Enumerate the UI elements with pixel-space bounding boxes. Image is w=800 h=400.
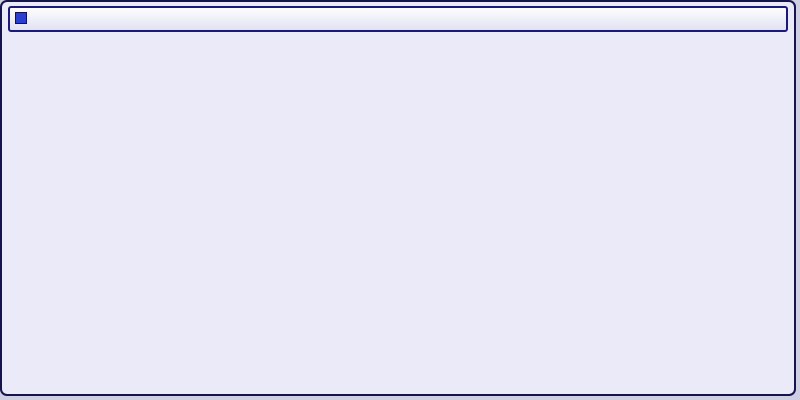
line-chart [10,46,790,386]
window-titlebar [8,6,788,32]
chart-area [10,46,790,386]
window-icon [15,12,27,24]
